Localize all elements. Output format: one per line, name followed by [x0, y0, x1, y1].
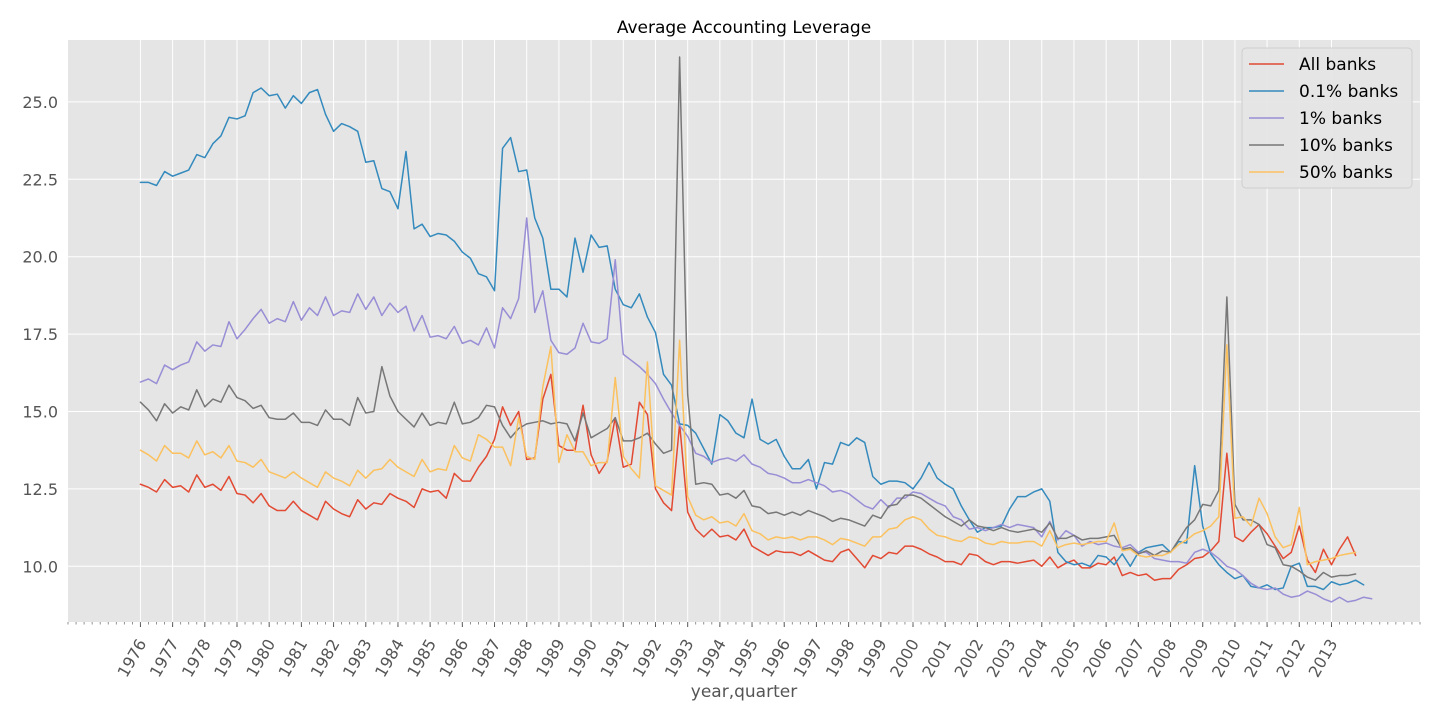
x-tick-label: 2008 — [1144, 636, 1181, 681]
x-tick-label: 2005 — [1047, 636, 1084, 681]
series-line-3 — [139, 217, 1373, 603]
x-tick-label: 2012 — [1272, 636, 1309, 681]
series-line-2 — [139, 87, 1365, 591]
x-tick-label: 1989 — [532, 636, 569, 681]
x-tick-label: 1986 — [435, 636, 472, 681]
y-tick-label: 25.0 — [22, 93, 58, 112]
x-tick-label: 2009 — [1176, 636, 1213, 681]
x-tick-label: 1984 — [371, 636, 408, 681]
series-lines — [139, 56, 1373, 603]
y-tick-label: 22.5 — [22, 170, 58, 189]
x-tick-label: 1993 — [661, 636, 698, 681]
x-tick-label: 1990 — [564, 636, 601, 681]
grid-lines — [68, 40, 1420, 622]
x-tick-label: 1994 — [693, 636, 730, 681]
x-tick-label: 2002 — [950, 636, 987, 681]
x-tick-label: 2006 — [1079, 636, 1116, 681]
x-tick-label: 1982 — [307, 636, 344, 681]
plot-area — [68, 40, 1420, 622]
series-line-5 — [139, 339, 1357, 566]
x-tick-label: 2000 — [886, 636, 923, 681]
x-tick-label: 1981 — [274, 636, 311, 681]
series-line-1 — [139, 373, 1357, 581]
x-tick-label: 2007 — [1111, 636, 1148, 681]
x-tick-label: 1983 — [339, 636, 376, 681]
x-tick-label: 1996 — [757, 636, 794, 681]
chart-title: Average Accounting Leverage — [617, 18, 871, 38]
legend-label: 1% banks — [1299, 109, 1382, 129]
x-tick-label: 1976 — [114, 636, 151, 681]
x-tick-label: 1992 — [629, 636, 666, 681]
x-tick-label: 1988 — [500, 636, 537, 681]
x-tick-label: 1978 — [178, 636, 215, 681]
y-tick-label: 15.0 — [22, 402, 58, 421]
x-tick-label: 1998 — [822, 636, 859, 681]
y-tick-label: 20.0 — [22, 248, 58, 267]
x-tick-label: 1995 — [725, 636, 762, 681]
x-tick-label: 1980 — [242, 636, 279, 681]
x-axis-label: year,quarter — [691, 682, 797, 702]
series-line-4 — [139, 56, 1357, 581]
x-tick-label: 1977 — [146, 636, 183, 681]
x-tick-label: 1985 — [403, 636, 440, 681]
x-tick-label: 2001 — [918, 636, 955, 681]
y-tick-label: 17.5 — [22, 325, 58, 344]
x-tick-label: 1987 — [468, 636, 505, 681]
legend-label: 0.1% banks — [1299, 82, 1398, 102]
x-tick-label: 2011 — [1240, 636, 1277, 681]
x-tick-label: 2013 — [1305, 636, 1342, 681]
y-tick-label: 10.0 — [22, 557, 58, 576]
legend-label: 10% banks — [1299, 136, 1393, 156]
legend-box — [1241, 47, 1413, 189]
y-tick-label: 12.5 — [22, 480, 58, 499]
legend-label: 50% banks — [1299, 163, 1393, 183]
x-tick-label: 1999 — [854, 636, 891, 681]
x-tick-label: 2003 — [983, 636, 1020, 681]
legend: All banks 0.1% banks 1% banks 10% banks 50% … — [1241, 47, 1413, 189]
x-tick-label: 1991 — [596, 636, 633, 681]
x-tick-label: 1997 — [790, 636, 827, 681]
x-tick-label: 2010 — [1208, 636, 1245, 681]
x-tick-label: 1979 — [210, 636, 247, 681]
x-tick-label: 2004 — [1015, 636, 1052, 681]
legend-label: All banks — [1299, 55, 1376, 75]
